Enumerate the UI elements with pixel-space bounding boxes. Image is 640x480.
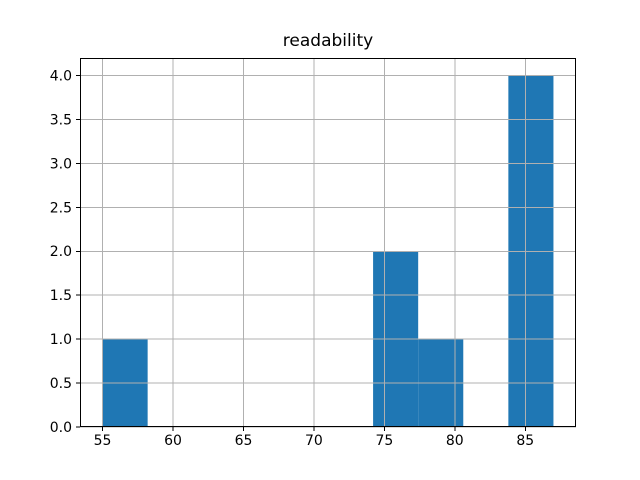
y-tick-label: 2.5	[50, 200, 72, 216]
axes-spines	[80, 58, 576, 427]
grid-lines	[80, 58, 576, 428]
x-tick-label: 80	[446, 433, 464, 449]
y-tick-label: 0.0	[50, 420, 72, 436]
y-tick-label: 3.0	[50, 156, 72, 172]
y-tick-label: 0.5	[50, 376, 72, 392]
x-tick-label: 55	[94, 433, 112, 449]
x-tick-label: 60	[164, 433, 182, 449]
y-tick-label: 3.5	[50, 112, 72, 128]
y-tick-label: 1.5	[50, 288, 72, 304]
plot-border	[80, 58, 576, 427]
x-tick-labels: 55 60 65 70 75 80 85	[94, 433, 535, 449]
y-tick-label: 4.0	[50, 69, 72, 85]
x-tick-label: 70	[305, 433, 323, 449]
chart-title: readability	[282, 31, 374, 51]
y-tick-label: 2.0	[50, 244, 72, 260]
x-tick-label: 65	[235, 433, 253, 449]
x-tick-label: 75	[375, 433, 393, 449]
y-tick-label: 1.0	[50, 332, 72, 348]
y-tick-labels: 0.0 0.5 1.0 1.5 2.0 2.5 3.0 3.5 4.0	[50, 69, 72, 436]
x-tick-label: 85	[516, 433, 534, 449]
axis-ticks	[76, 75, 526, 431]
